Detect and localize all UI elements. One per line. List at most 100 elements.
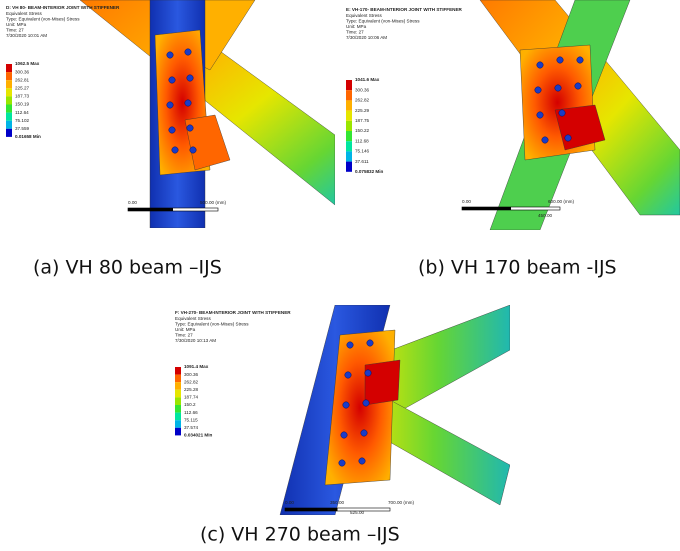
panel: E: VH-170- BEAM-INTERIOR JOINT WITH STIF… bbox=[340, 0, 680, 230]
legend-swatch bbox=[346, 111, 352, 121]
page: D: VH 80- BEAM-INTERIOR JOINT WITH STIFF… bbox=[0, 0, 680, 551]
bolt bbox=[187, 75, 193, 81]
legend-swatch bbox=[175, 413, 181, 421]
legend-swatch bbox=[346, 141, 352, 151]
caption: (a) VH 80 beam –IJS bbox=[33, 257, 222, 279]
caption: (b) VH 170 beam -IJS bbox=[418, 257, 617, 279]
legend-swatch bbox=[6, 88, 12, 96]
legend-label: 1091.4 Max bbox=[184, 364, 209, 369]
header-text: E: VH-170- BEAM-INTERIOR JOINT WITH STIF… bbox=[346, 7, 463, 12]
header-text: Time: 27 bbox=[346, 30, 364, 35]
legend-label: 0.034021 Min bbox=[184, 433, 213, 438]
header-text: Equivalent Stress bbox=[175, 316, 211, 321]
legend-label: 150.22 bbox=[355, 128, 369, 133]
legend-swatch bbox=[175, 367, 181, 375]
legend-label: 1062.5 Max bbox=[15, 61, 40, 66]
legend-swatch bbox=[346, 121, 352, 131]
bolt bbox=[347, 342, 353, 348]
figure: D: VH 80- BEAM-INTERIOR JOINT WITH STIFF… bbox=[0, 0, 680, 551]
legend-swatch bbox=[346, 90, 352, 100]
bolt bbox=[555, 85, 561, 91]
legend-label: 37.611 bbox=[355, 159, 369, 164]
header-text: Time: 27 bbox=[6, 28, 24, 33]
bolt bbox=[167, 52, 173, 58]
legend-label: 300.36 bbox=[184, 372, 198, 377]
legend-label: 150.19 bbox=[15, 102, 29, 107]
bolt bbox=[187, 125, 193, 131]
bolt bbox=[169, 77, 175, 83]
scale-label: 700.00 (mm) bbox=[388, 500, 415, 505]
header-text: Unit: MPa bbox=[6, 22, 27, 27]
header-text: 7/30/2020 10:01 AM bbox=[6, 33, 47, 38]
scale-bar-segment bbox=[285, 508, 338, 511]
scale-label: 0.00 bbox=[462, 199, 471, 204]
header-text: Type: Equivalent (von-Mises) Stress bbox=[6, 16, 80, 21]
legend-label: 75.146 bbox=[355, 149, 369, 154]
legend-swatch bbox=[6, 72, 12, 80]
legend-swatch bbox=[6, 80, 12, 88]
bolt bbox=[185, 100, 191, 106]
legend-label: 187.74 bbox=[184, 395, 198, 400]
legend-label: 300.36 bbox=[15, 69, 29, 74]
scale-label: 350.00 bbox=[330, 500, 344, 505]
legend-label: 262.82 bbox=[184, 379, 198, 384]
bolt bbox=[535, 87, 541, 93]
legend-swatch bbox=[175, 405, 181, 413]
fea-image bbox=[340, 0, 680, 230]
bolt bbox=[542, 137, 548, 143]
legend-label: 37.574 bbox=[184, 425, 198, 430]
legend-label: 112.68 bbox=[355, 138, 369, 143]
legend-swatch bbox=[175, 397, 181, 405]
panel: F: VH-270- BEAM-INTERIOR JOINT WITH STIF… bbox=[160, 305, 510, 515]
legend-swatch bbox=[346, 131, 352, 141]
legend-swatch bbox=[175, 382, 181, 390]
legend-swatch bbox=[175, 375, 181, 383]
header-text: 7/30/2020 10:13 AM bbox=[175, 338, 216, 343]
legend-label: 75.102 bbox=[15, 118, 29, 123]
legend-label: 225.29 bbox=[355, 108, 369, 113]
legend-label: 75.115 bbox=[184, 417, 198, 422]
bolt bbox=[537, 62, 543, 68]
legend-label: 1041.6 Max bbox=[355, 77, 380, 82]
header-text: Equivalent Stress bbox=[6, 11, 42, 16]
header-text: D: VH 80- BEAM-INTERIOR JOINT WITH STIFF… bbox=[6, 5, 120, 10]
bolt bbox=[537, 112, 543, 118]
bolt bbox=[557, 57, 563, 63]
legend-swatch bbox=[6, 121, 12, 129]
stiffener bbox=[365, 360, 400, 405]
bolt bbox=[575, 83, 581, 89]
bolt bbox=[367, 340, 373, 346]
legend-label: 300.36 bbox=[355, 87, 369, 92]
legend-swatch bbox=[346, 80, 352, 90]
bolt bbox=[190, 147, 196, 153]
fea-image bbox=[160, 305, 510, 515]
fea-image bbox=[0, 0, 335, 228]
legend-swatch bbox=[6, 113, 12, 121]
legend-swatch bbox=[175, 420, 181, 428]
legend-label: 262.82 bbox=[355, 98, 369, 103]
bolt bbox=[365, 370, 371, 376]
scale-label: 450.00 bbox=[538, 213, 552, 218]
scale-label: 0.00 bbox=[128, 200, 137, 205]
header-text: Unit: MPa bbox=[346, 24, 367, 29]
legend-label: 187.75 bbox=[355, 118, 369, 123]
bolt bbox=[363, 400, 369, 406]
bolt bbox=[169, 127, 175, 133]
header-text: 7/30/2020 10:06 AM bbox=[346, 35, 387, 40]
bolt bbox=[339, 460, 345, 466]
legend-swatch bbox=[346, 151, 352, 161]
legend-swatch bbox=[346, 162, 352, 172]
bolt bbox=[345, 372, 351, 378]
header-text: Unit: MPa bbox=[175, 327, 196, 332]
bolt bbox=[172, 147, 178, 153]
bolt bbox=[185, 49, 191, 55]
header-text: Type: Equivalent (von-Mises) Stress bbox=[346, 18, 420, 23]
legend-swatch bbox=[175, 428, 181, 436]
header-text: Time: 27 bbox=[175, 333, 193, 338]
bolt bbox=[167, 102, 173, 108]
bolt bbox=[565, 135, 571, 141]
legend-label: 262.81 bbox=[15, 77, 29, 82]
scale-bar-segment bbox=[128, 208, 173, 211]
legend-label: 0.01658 Min bbox=[15, 134, 41, 139]
bolt bbox=[577, 57, 583, 63]
